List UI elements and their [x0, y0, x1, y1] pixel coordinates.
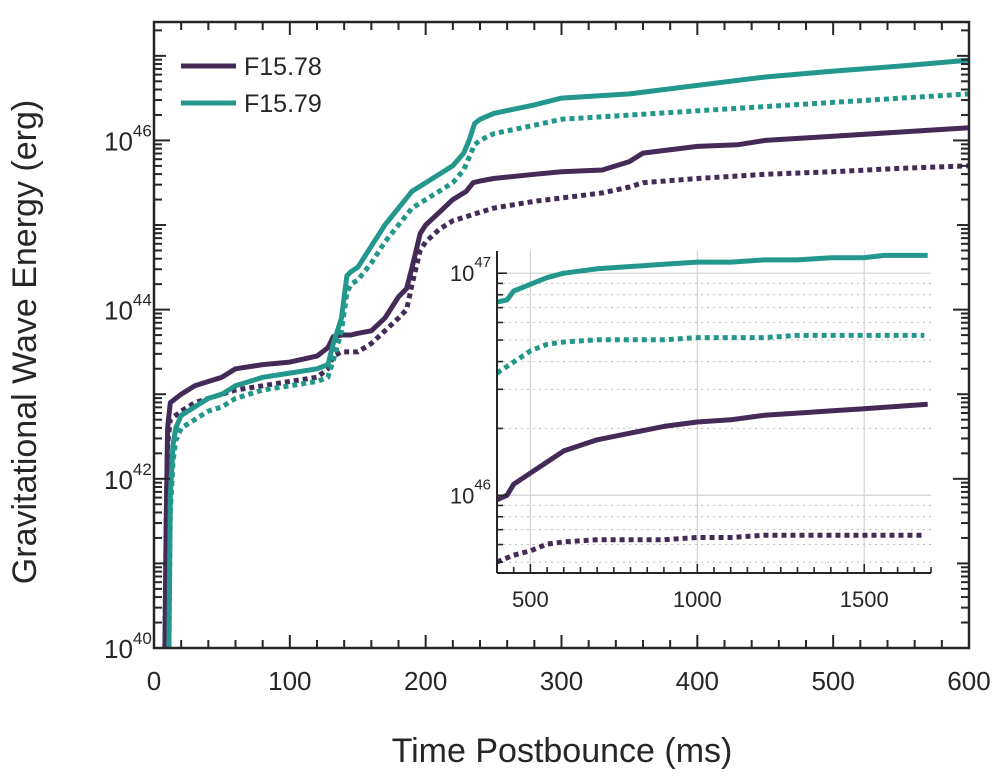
x-tick-label: 500 — [811, 666, 854, 696]
y-tick-label-exp: 42 — [133, 460, 152, 479]
y-tick-label: 1046 — [104, 121, 152, 156]
inset-series-line-F15-78-solid — [495, 401, 928, 502]
inset-y-tick-label-base: 10 — [450, 483, 474, 508]
x-tick-label: 600 — [947, 666, 990, 696]
inset-series-line-F15-79-solid — [496, 252, 928, 305]
inset-series-line-F15-79-dotted — [495, 332, 925, 376]
x-tick-label: 300 — [540, 666, 583, 696]
inset-y-tick-label-base: 10 — [450, 261, 474, 286]
legend-label: F15.78 — [244, 53, 322, 81]
x-tick-label: 400 — [676, 666, 719, 696]
inset-y-tick-label-exp: 46 — [474, 476, 491, 493]
y-tick-label-exp: 40 — [133, 629, 152, 648]
legend-label: F15.79 — [244, 90, 322, 118]
inset-series-line-F15-78-dotted — [496, 532, 925, 565]
x-axis-title: Time Postbounce (ms) — [392, 732, 733, 770]
series-line-F15-79-solid — [166, 57, 970, 649]
legend: F15.78 F15.79 — [181, 53, 322, 118]
x-tick-label: 100 — [268, 666, 311, 696]
x-tick-label: 0 — [147, 666, 161, 696]
inset-y-tick-label: 1047 — [450, 254, 491, 286]
y-tick-label-base: 10 — [104, 634, 133, 664]
inset-y-tick-label-exp: 47 — [474, 254, 491, 271]
inset-y-tick-label: 1046 — [450, 476, 491, 508]
y-tick-label-exp: 44 — [133, 291, 152, 310]
y-tick-label: 1042 — [104, 460, 152, 495]
y-tick-label: 1040 — [104, 629, 152, 664]
y-tick-label: 1044 — [104, 291, 152, 326]
y-axis-title: Gravitational Wave Energy (erg) — [6, 100, 44, 584]
inset-background — [497, 251, 931, 573]
series-line-F15-79-dotted — [166, 91, 970, 649]
x-tick-label: 200 — [404, 666, 447, 696]
inset-x-tick-label: 1000 — [673, 587, 722, 612]
inset-x-tick-label: 500 — [512, 587, 549, 612]
main-series-group — [162, 57, 970, 649]
series-line-F15-78-solid — [162, 125, 970, 649]
y-tick-label-exp: 46 — [133, 121, 152, 140]
y-tick-label-base: 10 — [104, 296, 133, 326]
y-tick-label-base: 10 — [104, 465, 133, 495]
inset-x-tick-label: 1500 — [840, 587, 889, 612]
y-tick-label-base: 10 — [104, 126, 133, 156]
series-line-F15-78-dotted — [162, 163, 970, 649]
